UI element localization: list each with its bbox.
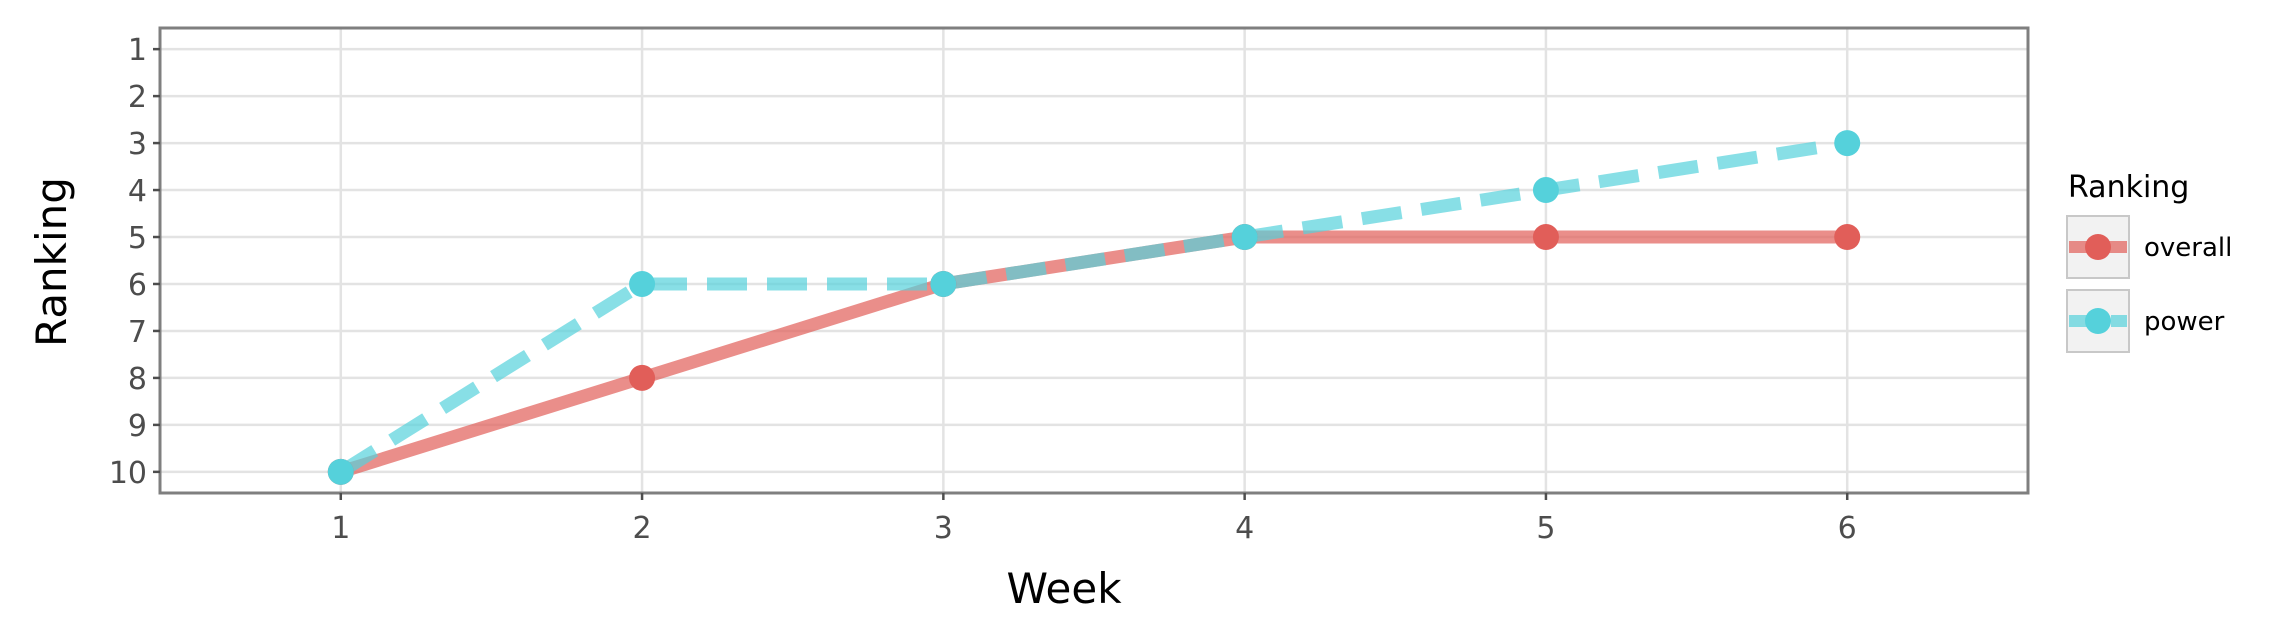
x-tick-label: 3 bbox=[934, 511, 953, 546]
data-point-power bbox=[1231, 224, 1258, 251]
x-tick-label: 4 bbox=[1235, 511, 1254, 546]
legend-key-point-overall bbox=[2085, 234, 2111, 260]
legend-label-power: power bbox=[2144, 307, 2225, 337]
data-point-overall bbox=[629, 364, 656, 391]
x-axis-title: Week bbox=[1006, 564, 1122, 613]
y-axis-title: Ranking bbox=[27, 177, 76, 347]
legend-title: Ranking bbox=[2068, 170, 2189, 205]
series-points bbox=[327, 130, 1861, 485]
series-line-power bbox=[337, 136, 1849, 478]
data-point-overall bbox=[1834, 224, 1861, 251]
x-tick-label: 1 bbox=[331, 511, 350, 546]
y-tick-label: 7 bbox=[128, 315, 147, 350]
y-tick-label: 8 bbox=[128, 362, 147, 397]
y-tick-label: 5 bbox=[128, 221, 147, 256]
data-point-power bbox=[327, 458, 354, 485]
data-point-power bbox=[1532, 177, 1559, 204]
y-tick-label: 9 bbox=[128, 409, 147, 444]
x-tick-label: 6 bbox=[1838, 511, 1857, 546]
x-tick-label: 5 bbox=[1536, 511, 1555, 546]
data-point-power bbox=[1834, 130, 1861, 157]
axis-ticks: 1 2 3 4 5 6 1 2 3 4 5 6 7 8 9 10 bbox=[109, 33, 1857, 546]
x-tick-label: 2 bbox=[633, 511, 652, 546]
plot-panel-border bbox=[158, 26, 2030, 495]
legend-key-point-power bbox=[2085, 308, 2111, 334]
y-tick-label: 4 bbox=[128, 174, 147, 209]
y-tick-label: 2 bbox=[128, 80, 147, 115]
data-point-overall bbox=[1532, 224, 1559, 251]
y-tick-label: 10 bbox=[109, 456, 147, 491]
legend: Ranking overall power bbox=[2066, 170, 2232, 353]
series-lines bbox=[337, 136, 1849, 479]
y-tick-label: 1 bbox=[128, 33, 147, 68]
legend-label-overall: overall bbox=[2144, 233, 2232, 263]
data-point-power bbox=[629, 270, 656, 297]
y-tick-label: 3 bbox=[128, 127, 147, 162]
data-point-power bbox=[930, 270, 957, 297]
y-tick-label: 6 bbox=[128, 268, 147, 303]
